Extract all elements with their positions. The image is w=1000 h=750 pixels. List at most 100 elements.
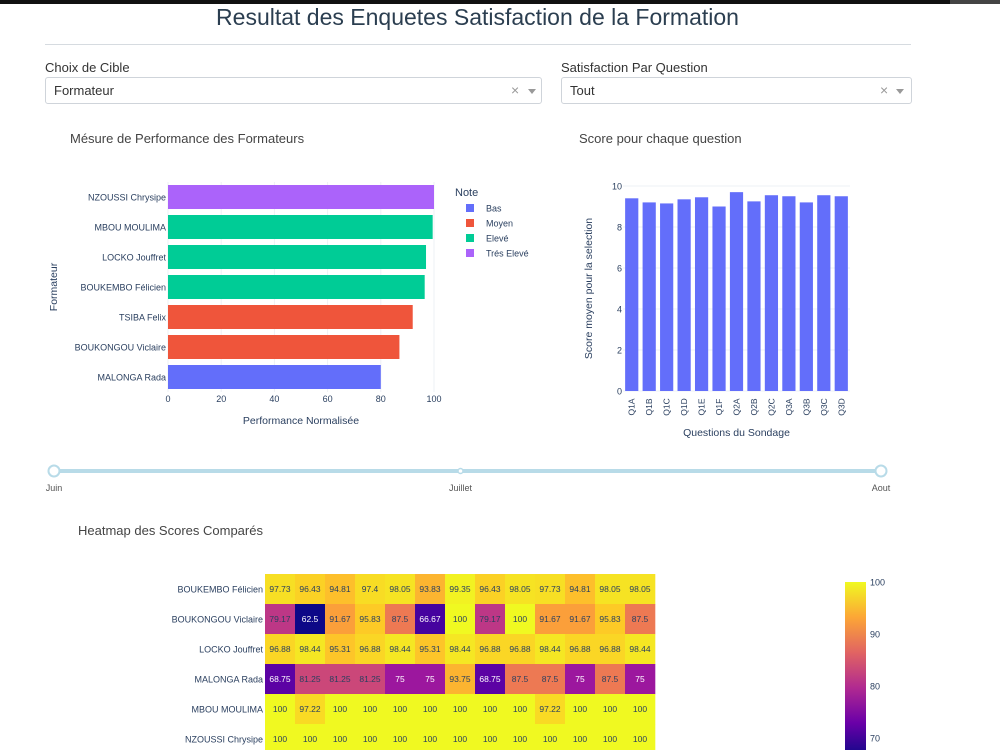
heatmap-cell: [505, 574, 536, 605]
heatmap-cell: [415, 574, 446, 605]
heatmap-cell: [625, 694, 656, 725]
x-tick-label: 20: [216, 394, 226, 404]
clear-cible-icon[interactable]: ×: [511, 82, 520, 98]
heatmap-cell: [355, 604, 386, 635]
heatmap-cell: [415, 664, 446, 695]
question-chart: 0 2 4 6 8 10 Q1A Q1B Q1C Q1D Q1E Q1F Q2A Q2B Q2C Q3A Q3B…: [583, 182, 850, 439]
legend-label: Bas: [486, 204, 502, 214]
x-tick-label: Q2C: [766, 398, 776, 415]
cell-value: 97.22: [299, 704, 321, 714]
cell-value: 87.5: [392, 614, 409, 624]
cell-value: 95.31: [419, 644, 441, 654]
heatmap-cell: [265, 634, 296, 665]
cell-value: 98.44: [539, 644, 561, 654]
cell-value: 100: [363, 734, 377, 744]
heatmap-cell: [595, 604, 626, 635]
cell-value: 98.44: [389, 644, 411, 654]
x-tick-label: Q1D: [679, 398, 689, 415]
slider-handle[interactable]: [47, 464, 61, 478]
cell-value: 94.81: [569, 584, 591, 594]
cell-value: 97.73: [269, 584, 291, 594]
cell-value: 98.05: [509, 584, 531, 594]
heatmap-cell: [325, 574, 356, 605]
heatmap-cell: [445, 574, 476, 605]
x-tick-label: 0: [165, 394, 170, 404]
heatmap-cell: [475, 634, 506, 665]
legend-swatch: [466, 219, 474, 227]
heatmap-cell: [295, 604, 326, 635]
cell-value: 96.88: [569, 644, 591, 654]
cell-value: 98.44: [629, 644, 651, 654]
cell-value: 79.17: [269, 614, 291, 624]
heatmap-cell: [535, 604, 566, 635]
y-tick-label: 6: [617, 264, 622, 274]
heatmap-cell: [265, 724, 296, 750]
cell-value: 98.05: [629, 584, 651, 594]
x-axis-title: Performance Normalisée: [243, 415, 359, 427]
cell-value: 81.25: [299, 674, 321, 684]
cell-value: 87.5: [632, 614, 649, 624]
cible-dropdown[interactable]: Formateur ×: [45, 77, 542, 104]
y-tick-label: MBOU MOULIMA: [94, 223, 166, 233]
cell-value: 95.83: [599, 614, 621, 624]
x-tick-label: Q1C: [662, 398, 672, 415]
cell-value: 100: [513, 734, 527, 744]
legend-label: Trés Elevé: [486, 249, 529, 259]
bar: [817, 195, 831, 391]
cell-value: 97.73: [539, 584, 561, 594]
cell-value: 100: [453, 614, 467, 624]
heatmap-cell: [325, 664, 356, 695]
cell-value: 91.67: [539, 614, 561, 624]
heatmap-cell: [535, 694, 566, 725]
bar: [834, 196, 848, 391]
bar: [168, 245, 427, 269]
row-label: MBOU MOULIMA: [191, 705, 263, 715]
cell-value: 100: [453, 704, 467, 714]
y-tick-label: TSIBA Felix: [119, 313, 167, 323]
bar: [168, 275, 425, 299]
heatmap-cell: [265, 664, 296, 695]
bar: [764, 195, 779, 391]
legend-swatch: [466, 249, 474, 257]
slider-handle[interactable]: [874, 464, 888, 478]
cell-value: 87.5: [512, 674, 529, 684]
cell-value: 100: [273, 734, 287, 744]
chevron-down-icon[interactable]: [528, 89, 536, 94]
heatmap-cell: [385, 694, 416, 725]
cell-value: 99.35: [449, 584, 471, 594]
clear-question-icon[interactable]: ×: [880, 82, 889, 98]
heatmap-cell: [385, 604, 416, 635]
chevron-down-icon[interactable]: [896, 89, 904, 94]
cell-value: 100: [513, 704, 527, 714]
heatmap-cell: [445, 724, 476, 750]
cell-value: 96.88: [479, 644, 501, 654]
slider-mark-label: Juin: [46, 483, 63, 493]
heatmap-cell: [355, 694, 386, 725]
legend-swatch: [466, 204, 474, 212]
cell-value: 100: [573, 734, 587, 744]
x-tick-label: Q1F: [714, 399, 724, 416]
slider-mark-dot: [457, 467, 464, 475]
cell-value: 98.44: [449, 644, 471, 654]
heatmap-cell: [415, 724, 446, 750]
heatmap-cell: [385, 634, 416, 665]
cell-value: 62.5: [302, 614, 319, 624]
bar: [799, 202, 813, 391]
heatmap-cell: [505, 664, 536, 695]
cell-value: 100: [453, 734, 467, 744]
cell-value: 75: [395, 674, 405, 684]
y-tick-label: BOUKONGOU Viclaire: [75, 343, 166, 353]
x-tick-label: Q3D: [836, 398, 846, 415]
y-axis-title: Score moyen pour la selection: [583, 218, 595, 359]
heatmap-cell: [385, 574, 416, 605]
bar: [694, 197, 709, 391]
legend-swatch: [466, 234, 474, 242]
heatmap-cell: [535, 724, 566, 750]
cell-value: 68.75: [479, 674, 501, 684]
cell-value: 100: [273, 704, 287, 714]
cell-value: 100: [513, 614, 527, 624]
month-range-slider[interactable]: Juin Juillet Aout: [46, 464, 891, 494]
heatmap-cell: [595, 574, 626, 605]
bar: [168, 185, 434, 209]
question-dropdown[interactable]: Tout ×: [561, 77, 912, 104]
